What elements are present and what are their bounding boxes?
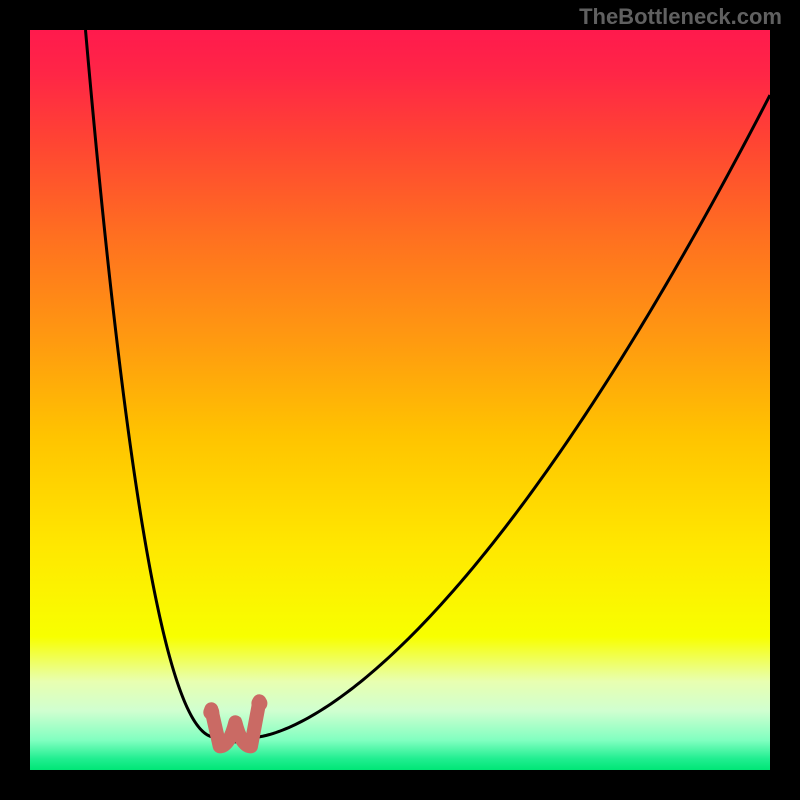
curve-layer [30,30,770,770]
trough-highlight [211,701,259,746]
watermark-text: TheBottleneck.com [579,4,782,30]
trough-marker-1 [251,695,267,711]
plot-area [30,30,770,770]
trough-marker-0 [203,704,219,720]
chart-container: TheBottleneck.com [0,0,800,800]
curve-right-branch [253,95,770,737]
curve-left-branch [86,30,217,737]
